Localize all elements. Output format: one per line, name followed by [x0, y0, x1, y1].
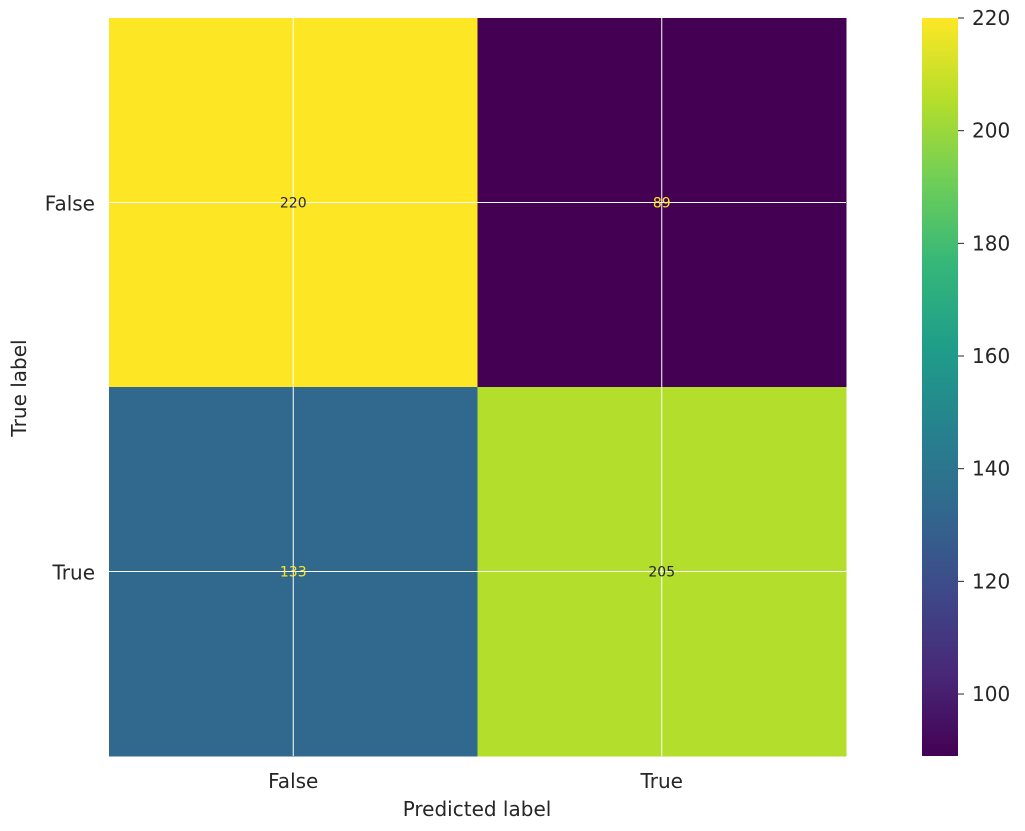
x-axis-title: Predicted label — [403, 797, 552, 821]
cell-value-label: 205 — [648, 565, 675, 581]
colorbar-tick-label: 200 — [972, 119, 1010, 143]
colorbar-tick-label: 220 — [972, 6, 1010, 30]
colorbar-tick-label: 180 — [972, 231, 1010, 255]
cell-value-label: 133 — [280, 565, 307, 581]
x-tick-label: False — [268, 769, 318, 793]
colorbar-ticks: 100 120 140 160 180 200 220 — [958, 6, 1010, 706]
colorbar — [922, 18, 958, 756]
colorbar-tick-label: 140 — [972, 457, 1010, 481]
colorbar-tick-label: 100 — [972, 682, 1010, 706]
cell-value-labels: 220 89 133 205 — [280, 196, 675, 581]
x-axis-ticks: False True — [268, 769, 683, 793]
colorbar-tick-label: 120 — [972, 569, 1010, 593]
y-tick-label: False — [45, 192, 95, 216]
y-tick-label: True — [52, 561, 95, 585]
colorbar-tick-label: 160 — [972, 344, 1010, 368]
y-axis-title: True label — [7, 339, 31, 437]
heatmap-cells — [109, 18, 847, 757]
cell-value-label: 220 — [280, 196, 307, 212]
grid-lines — [109, 18, 846, 756]
x-tick-label: True — [640, 769, 683, 793]
y-axis-ticks: False True — [45, 192, 95, 585]
cell-value-label: 89 — [653, 196, 671, 212]
